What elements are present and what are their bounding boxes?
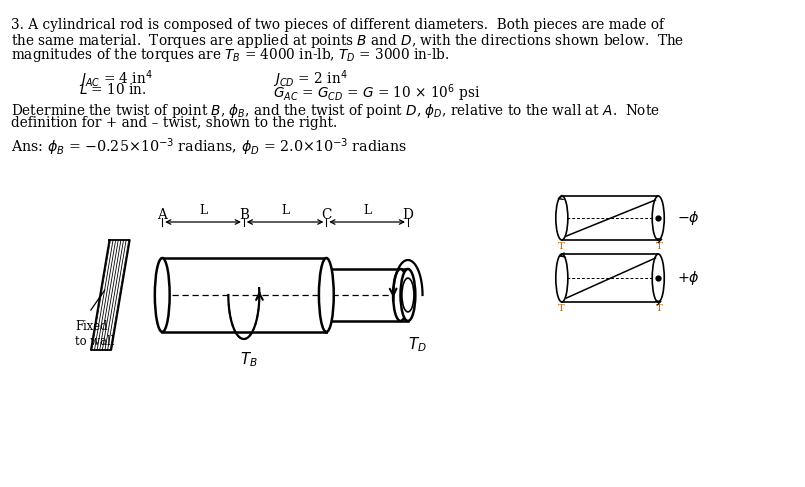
Text: $J_{AC}$ = 4 in$^4$: $J_{AC}$ = 4 in$^4$ xyxy=(79,68,152,90)
Text: $T_B$: $T_B$ xyxy=(240,350,258,369)
Text: $-\phi$: $-\phi$ xyxy=(677,209,700,227)
Text: T: T xyxy=(558,242,564,251)
Ellipse shape xyxy=(401,269,415,321)
Text: D: D xyxy=(402,208,413,222)
Ellipse shape xyxy=(393,269,408,321)
Text: A: A xyxy=(157,208,167,222)
Ellipse shape xyxy=(402,278,414,312)
Text: L: L xyxy=(363,204,371,217)
Text: $+\phi$: $+\phi$ xyxy=(677,269,700,287)
Text: T: T xyxy=(656,304,663,313)
Ellipse shape xyxy=(319,258,334,332)
Text: C: C xyxy=(321,208,332,222)
Ellipse shape xyxy=(652,196,664,240)
Text: Ans: $\phi_B$ = −0.25×10$^{-3}$ radians, $\phi_D$ = 2.0×10$^{-3}$ radians: Ans: $\phi_B$ = −0.25×10$^{-3}$ radians,… xyxy=(11,136,407,158)
Text: Fixed
to wall: Fixed to wall xyxy=(75,320,114,348)
Text: T: T xyxy=(558,304,564,313)
Ellipse shape xyxy=(652,254,664,302)
Ellipse shape xyxy=(155,258,170,332)
Text: B: B xyxy=(239,208,249,222)
Text: definition for + and – twist, shown to the right.: definition for + and – twist, shown to t… xyxy=(11,116,337,130)
Text: 3. A cylindrical rod is composed of two pieces of different diameters.  Both pie: 3. A cylindrical rod is composed of two … xyxy=(11,18,664,32)
Text: L: L xyxy=(199,204,207,217)
Text: Determine the twist of point $B$, $\phi_B$, and the twist of point $D$, $\phi_D$: Determine the twist of point $B$, $\phi_… xyxy=(11,102,660,120)
Ellipse shape xyxy=(555,196,568,240)
Text: T: T xyxy=(656,242,663,251)
Text: magnitudes of the torques are $T_B$ = 4000 in-lb, $T_D$ = 3000 in-lb.: magnitudes of the torques are $T_B$ = 40… xyxy=(11,46,449,64)
Text: $J_{CD}$ = 2 in$^4$: $J_{CD}$ = 2 in$^4$ xyxy=(274,68,348,90)
Text: $T_D$: $T_D$ xyxy=(408,335,427,354)
Text: $G_{AC}$ = $G_{CD}$ = $G$ = 10 × 10$^6$ psi: $G_{AC}$ = $G_{CD}$ = $G$ = 10 × 10$^6$ … xyxy=(274,82,481,104)
Text: L: L xyxy=(281,204,289,217)
Ellipse shape xyxy=(555,254,568,302)
Text: $L$ = 10 in.: $L$ = 10 in. xyxy=(79,82,147,97)
Text: the same material.  Torques are applied at points $\it{B}$ and $\it{D}$, with th: the same material. Torques are applied a… xyxy=(11,32,684,50)
